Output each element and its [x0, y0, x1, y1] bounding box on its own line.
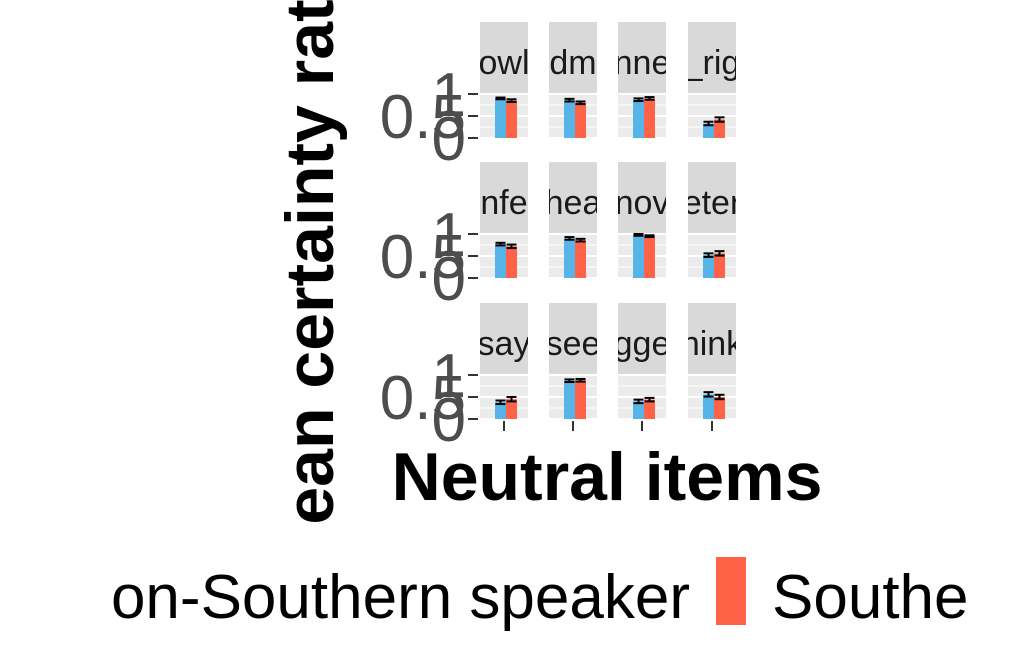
- bar-southern: [506, 399, 517, 419]
- facet-strip: [480, 303, 528, 375]
- y-tick-label: 0.5: [380, 364, 466, 433]
- bar-southern: [506, 246, 517, 278]
- y-axis-title: ean certainty rat: [272, 0, 348, 525]
- bar-non-southern: [564, 100, 575, 138]
- bar-southern: [575, 102, 586, 138]
- facet-strip: [480, 22, 528, 94]
- y-tick-label: 0: [432, 105, 466, 174]
- facet-strip: [549, 162, 597, 234]
- facet-strip: [549, 303, 597, 375]
- legend-key-southern: [716, 557, 746, 625]
- facet-strip-label: say: [478, 325, 531, 363]
- bar-southern: [644, 236, 655, 278]
- facet-strip-label: nne: [614, 44, 671, 82]
- y-tick-label: 0.5: [380, 223, 466, 292]
- y-tick-label: 0: [432, 245, 466, 314]
- facet-strip: [688, 22, 736, 94]
- bar-non-southern: [564, 238, 575, 278]
- y-tick-label: 1: [432, 61, 466, 130]
- bar-southern: [575, 380, 586, 419]
- bar-southern: [714, 253, 725, 278]
- bar-non-southern: [495, 98, 506, 138]
- facet-strip-label: nov: [615, 184, 670, 222]
- facet-strip: [688, 162, 736, 234]
- legend-label-southern: Southe: [772, 563, 969, 632]
- bar-southern: [644, 98, 655, 138]
- bar-non-southern: [633, 99, 644, 138]
- bar-non-southern: [564, 380, 575, 419]
- facet-strip: [688, 303, 736, 375]
- facet-strip: [549, 22, 597, 94]
- bar-non-southern: [703, 123, 714, 138]
- facet-strip-label: dm: [549, 44, 596, 82]
- facet-strip: [618, 22, 666, 94]
- facet-strip-label: eter: [683, 184, 742, 222]
- facet-strip-label: owl: [478, 44, 529, 82]
- bar-non-southern: [703, 255, 714, 278]
- legend-label-non-southern: on-Southern speaker: [111, 563, 690, 632]
- x-axis-title: Neutral items: [392, 439, 823, 515]
- facet-strip-label: hea: [545, 184, 602, 222]
- facet-strip: [618, 162, 666, 234]
- bar-non-southern: [495, 244, 506, 278]
- facet-strip: [618, 303, 666, 375]
- y-tick-label: 0.5: [380, 83, 466, 152]
- facet-strip-label: gge: [614, 325, 671, 363]
- bar-southern: [575, 240, 586, 278]
- facet-strip-label: see: [546, 325, 601, 363]
- y-tick-label: 0: [432, 386, 466, 455]
- y-tick-label: 1: [432, 342, 466, 411]
- facet-strip-label: nfe: [480, 184, 527, 222]
- bar-non-southern: [495, 402, 506, 419]
- bar-southern: [644, 399, 655, 419]
- bar-southern: [714, 119, 725, 138]
- facet-strip-label: hink: [681, 325, 744, 363]
- bar-non-southern: [633, 234, 644, 278]
- bar-non-southern: [703, 394, 714, 419]
- bar-non-southern: [633, 401, 644, 419]
- bar-southern: [714, 397, 725, 419]
- bar-southern: [506, 100, 517, 138]
- facet-strip: [480, 162, 528, 234]
- facet-strip-label: _rig: [683, 44, 741, 82]
- y-tick-label: 1: [432, 201, 466, 270]
